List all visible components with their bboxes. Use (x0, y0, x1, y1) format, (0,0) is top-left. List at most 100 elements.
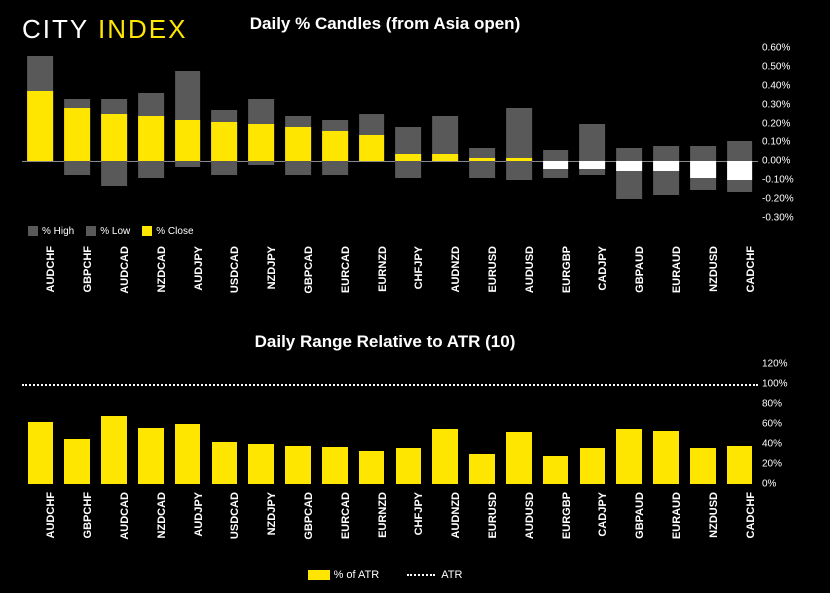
chart2-category-label: EURCAD (340, 492, 352, 562)
close-bar (64, 108, 90, 161)
chart2-category-label: GBPAUD (634, 492, 646, 562)
chart1-x-axis: AUDCHFGBPCHFAUDCADNZDCADAUDJPYUSDCADNZDJ… (22, 246, 758, 316)
close-bar (396, 154, 422, 162)
close-bar (727, 161, 753, 180)
chart1-category-label: AUDUSD (524, 246, 536, 316)
atr-bar (64, 439, 90, 484)
atr-bar (469, 454, 495, 484)
chart1-ytick: 0.60% (762, 43, 790, 54)
chart2-ytick: 0% (762, 479, 776, 490)
atr-bar (285, 446, 311, 484)
chart2-category-label: GBPCAD (303, 492, 315, 562)
chart1-ytick: -0.30% (762, 213, 794, 224)
atr-bar (432, 429, 458, 484)
chart2-category-label: AUDUSD (524, 492, 536, 562)
chart2-legend: % of ATR ATR (22, 569, 748, 581)
atr-bar (506, 432, 532, 484)
atr-bar (175, 424, 201, 484)
chart2-x-axis: AUDCHF GBPCHF AUDCAD NZDCAD AUDJPY USDCAD NZDJ… (22, 492, 758, 562)
chart1-category-label: AUDCAD (119, 246, 131, 316)
chart2-category-label: EURAUD (671, 492, 683, 562)
chart1-legend: % High % Low % Close (28, 226, 194, 237)
atr-bar (653, 431, 679, 484)
chart1-category-label: EURNZD (377, 246, 389, 316)
close-bar (28, 91, 54, 161)
chart2-category-label: AUDCHF (45, 492, 57, 562)
close-bar (653, 161, 679, 170)
chart1-ytick: 0.20% (762, 118, 790, 129)
legend-low: % Low (86, 226, 130, 237)
chart1-ytick: 0.00% (762, 156, 790, 167)
chart2-category-label: NZDCAD (156, 492, 168, 562)
close-bar (359, 135, 385, 161)
atr-bar (248, 444, 274, 484)
atr-bar (212, 442, 238, 484)
chart1-category-label: AUDJPY (193, 246, 205, 316)
legend-pct-of-atr: % of ATR (308, 569, 380, 581)
chart1-category-label: AUDNZD (450, 246, 462, 316)
close-bar (690, 161, 716, 178)
chart2-category-label: AUDJPY (193, 492, 205, 562)
close-bar (322, 131, 348, 161)
atr-bar (396, 448, 422, 484)
chart2-category-label: AUDNZD (450, 492, 462, 562)
chart1-category-label: GBPCAD (303, 246, 315, 316)
chart1-category-label: EURUSD (487, 246, 499, 316)
chart1-category-label: NZDCAD (156, 246, 168, 316)
atr-bar (690, 448, 716, 484)
legend-atr-line: ATR (407, 569, 462, 581)
chart1-category-label: EURAUD (671, 246, 683, 316)
atr-bar (543, 456, 569, 484)
close-bar (175, 120, 201, 162)
close-bar (248, 124, 274, 162)
chart1-category-label: CADJPY (597, 246, 609, 316)
chart2-ytick: 80% (762, 399, 782, 410)
chart2-ytick: 120% (762, 359, 788, 370)
chart2-category-label: AUDCAD (119, 492, 131, 562)
range-bar (506, 108, 532, 180)
chart2-category-label: GBPCHF (82, 492, 94, 562)
chart1-ytick: 0.30% (762, 99, 790, 110)
chart2-category-label: USDCAD (229, 492, 241, 562)
daily-range-atr-chart: Daily Range Relative to ATR (10) 0%20%40… (22, 330, 808, 585)
close-bar (469, 158, 495, 162)
atr-bar (359, 451, 385, 484)
chart2-y-axis: 0%20%40%60%80%100%120% (758, 364, 810, 484)
legend-close: % Close (142, 226, 193, 237)
chart2-category-label: EURNZD (377, 492, 389, 562)
close-bar (543, 161, 569, 169)
close-bar (580, 161, 606, 169)
chart2-plot (22, 364, 758, 484)
chart2-category-label: CHFJPY (413, 492, 425, 562)
chart2-ytick: 60% (762, 419, 782, 430)
chart1-plot (22, 48, 758, 218)
chart2-category-label: CADCHF (745, 492, 757, 562)
atr-bar (28, 422, 54, 484)
chart1-ytick: 0.40% (762, 80, 790, 91)
chart1-category-label: EURGBP (561, 246, 573, 316)
chart1-category-label: GBPCHF (82, 246, 94, 316)
chart1-y-axis: -0.30%-0.20%-0.10%0.00%0.10%0.20%0.30%0.… (758, 48, 810, 218)
atr-bar (101, 416, 127, 484)
chart1-category-label: GBPAUD (634, 246, 646, 316)
chart2-category-label: CADJPY (597, 492, 609, 562)
range-bar (653, 146, 679, 195)
atr-bar (580, 448, 606, 484)
chart2-category-label: EURUSD (487, 492, 499, 562)
chart1-category-label: CHFJPY (413, 246, 425, 316)
range-bar (616, 148, 642, 199)
daily-pct-candles-chart: Daily % Candles (from Asia open) -0.30% -… (22, 10, 808, 320)
chart1-title: Daily % Candles (from Asia open) (22, 14, 748, 34)
close-bar (432, 154, 458, 162)
chart1-category-label: USDCAD (229, 246, 241, 316)
range-bar (469, 148, 495, 178)
chart1-ytick: -0.10% (762, 175, 794, 186)
chart1-category-label: EURCAD (340, 246, 352, 316)
chart2-category-label: NZDUSD (708, 492, 720, 562)
atr-bar (727, 446, 753, 484)
chart2-ytick: 40% (762, 439, 782, 450)
close-bar (616, 161, 642, 170)
atr-bar (616, 429, 642, 484)
atr-reference-line (22, 384, 758, 386)
chart2-category-label: NZDJPY (266, 492, 278, 562)
